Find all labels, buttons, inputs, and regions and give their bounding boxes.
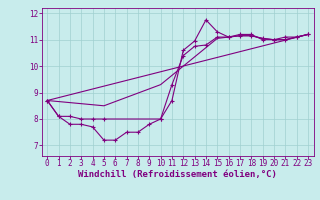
X-axis label: Windchill (Refroidissement éolien,°C): Windchill (Refroidissement éolien,°C) xyxy=(78,170,277,179)
